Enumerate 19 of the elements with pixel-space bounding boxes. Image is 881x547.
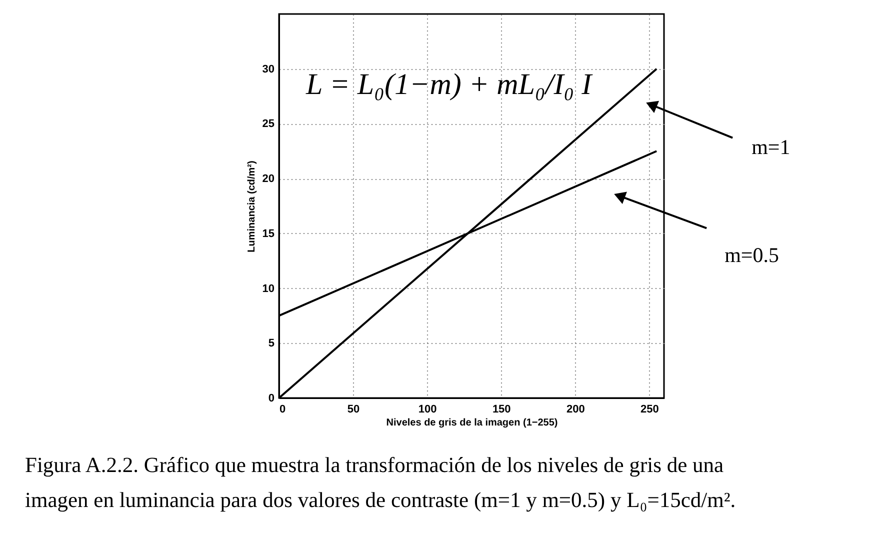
y-tick-label: 10	[262, 282, 274, 295]
y-tick-label: 20	[262, 173, 274, 186]
text: m=0.5	[724, 243, 780, 268]
y-tick-label: 15	[262, 228, 274, 240]
x-tick-label: 100	[418, 404, 437, 416]
x-tick-label: 200	[566, 404, 585, 416]
text: Figura A.2.2. Gráfico que muestra la transformación de los niveles de gris de una imagen en luminancia para dos valores de contraste (m=1 y m=0.5) y L₀=15cd/m².	[25, 453, 736, 512]
text: m=1	[752, 134, 790, 159]
annotation: L = L₀(1−m) + mL₀/I₀ I	[305, 68, 594, 101]
y-tick-label: 5	[268, 338, 274, 350]
x-tick-label: 250	[640, 404, 659, 416]
x-axis-title: Niveles de gris de la imagen (1−255)	[386, 418, 558, 428]
y-tick-label: 0	[268, 392, 274, 404]
x-tick-label: 50	[347, 404, 360, 416]
y-axis-title: Luminancia (cd/m²)	[246, 160, 258, 252]
y-tick-label: 30	[262, 63, 274, 76]
x-tick-label: 150	[492, 404, 511, 416]
y-tick-label: 25	[262, 118, 274, 130]
x-tick-label: 0	[280, 404, 286, 416]
